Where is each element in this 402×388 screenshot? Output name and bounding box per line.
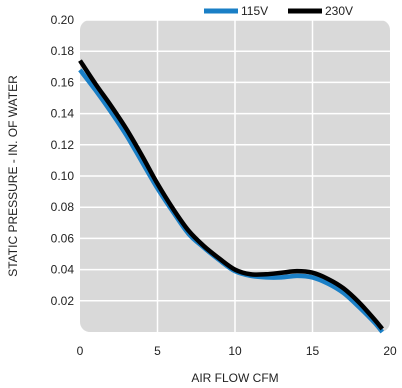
x-axis-label: AIR FLOW CFM <box>191 371 278 385</box>
y-tick-labels: 0.02 0.04 0.06 0.08 0.10 0.12 0.14 0.16 0.18 0.20 <box>51 13 75 308</box>
grid-lines <box>80 19 390 332</box>
y-tick-label: 0.06 <box>51 231 75 245</box>
series-line-230v <box>78 59 384 331</box>
y-tick-label: 0.02 <box>51 294 75 308</box>
y-tick-label: 0.14 <box>51 107 75 121</box>
x-tick-label: 20 <box>383 344 397 358</box>
y-tick-label: 0.20 <box>51 13 75 27</box>
series-layer <box>78 59 385 334</box>
x-tick-label: 10 <box>228 344 242 358</box>
y-tick-label: 0.08 <box>51 200 75 214</box>
y-axis-label: STATIC PRESSURE - IN. OF WATER <box>6 75 20 277</box>
legend-label-230v: 230V <box>325 4 353 18</box>
x-tick-labels: 0 5 10 15 20 <box>77 344 397 358</box>
x-tick-label: 0 <box>77 344 84 358</box>
x-tick-label: 15 <box>306 344 320 358</box>
y-tick-label: 0.18 <box>51 44 75 58</box>
x-tick-label: 5 <box>154 344 161 358</box>
y-tick-label: 0.10 <box>51 169 75 183</box>
legend: 115V 230V <box>204 4 353 18</box>
y-tick-label: 0.12 <box>51 138 75 152</box>
y-tick-label: 0.04 <box>51 263 75 277</box>
y-tick-label: 0.16 <box>51 75 75 89</box>
legend-label-115v: 115V <box>241 4 268 18</box>
